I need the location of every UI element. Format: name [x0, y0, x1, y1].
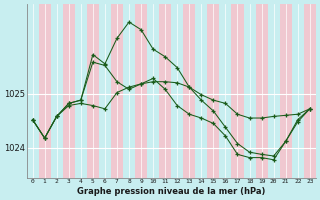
Bar: [207, 4, 220, 178]
Bar: [159, 4, 171, 178]
Bar: [183, 4, 195, 178]
Bar: [135, 4, 147, 178]
Bar: [231, 4, 244, 178]
Bar: [256, 4, 268, 178]
Bar: [63, 4, 75, 178]
Bar: [111, 4, 123, 178]
X-axis label: Graphe pression niveau de la mer (hPa): Graphe pression niveau de la mer (hPa): [77, 187, 265, 196]
Bar: [39, 4, 51, 178]
Bar: [304, 4, 316, 178]
Bar: [280, 4, 292, 178]
Bar: [87, 4, 99, 178]
